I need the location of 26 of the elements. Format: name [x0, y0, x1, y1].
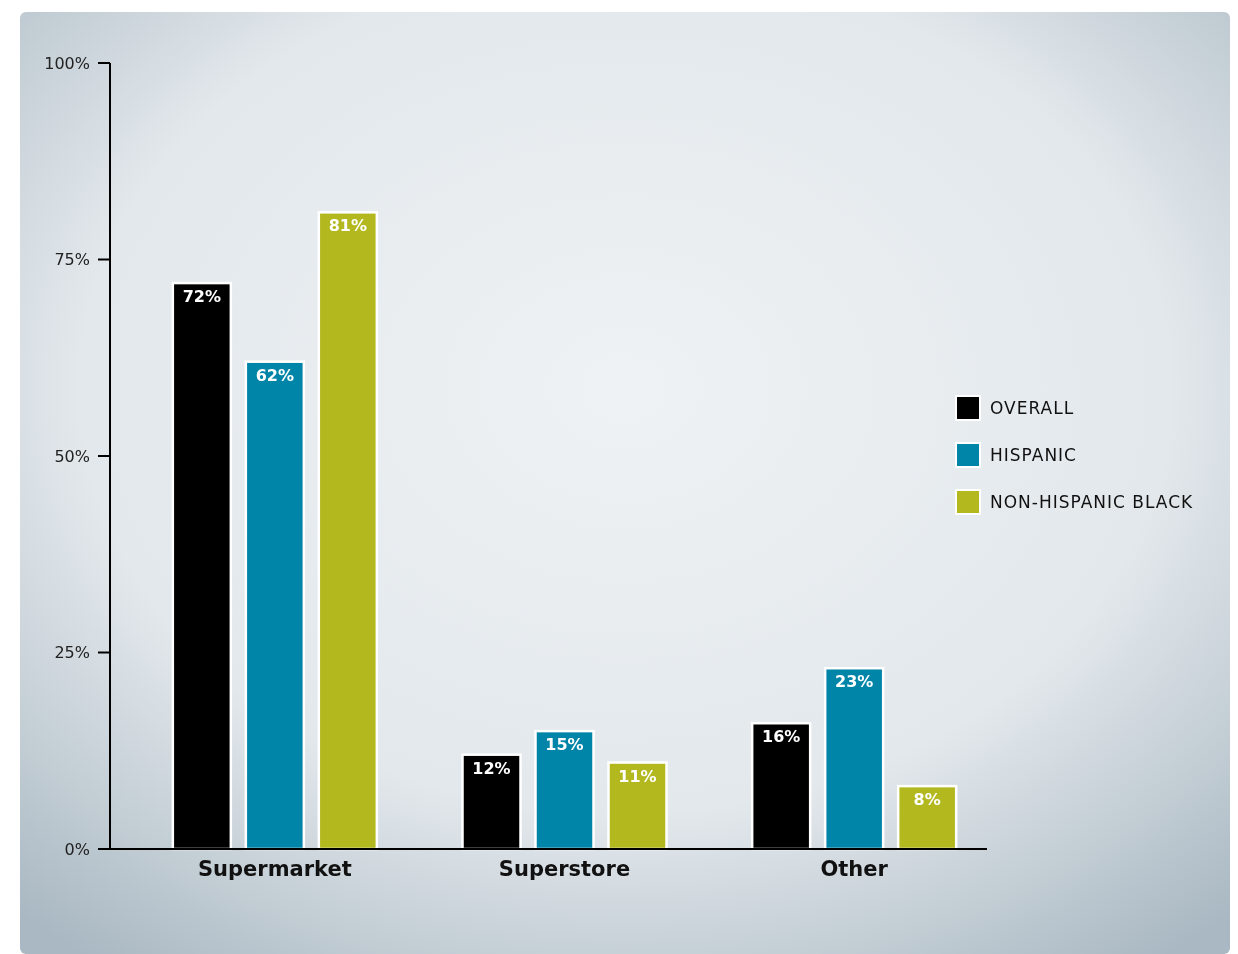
data-label: 12% [472, 758, 511, 778]
bar [896, 784, 958, 851]
data-label: 11% [618, 766, 657, 786]
legend-label: HISPANIC [990, 444, 1077, 465]
data-label: 16% [762, 727, 801, 747]
bar [823, 666, 885, 851]
bar [317, 211, 379, 851]
x-tick-label: Superstore [498, 857, 631, 881]
data-label: 81% [328, 216, 367, 236]
bar [244, 360, 306, 851]
y-tick-label: 50% [54, 446, 90, 466]
legend-label: NON-HISPANIC BLACK [990, 491, 1194, 512]
y-tick-label: 25% [54, 643, 90, 663]
bar [607, 761, 668, 851]
data-label: 62% [255, 365, 294, 385]
y-tick-label: 0% [64, 839, 90, 859]
x-tick-label: Other [820, 857, 889, 881]
legend-label: OVERALL [990, 397, 1075, 418]
x-tick-label: Supermarket [197, 857, 352, 881]
data-label: 15% [545, 735, 584, 755]
bar [534, 729, 595, 851]
data-label: 8% [913, 790, 941, 810]
data-label: 23% [835, 672, 874, 692]
y-tick-label: 75% [54, 250, 90, 270]
y-tick-label: 100% [44, 53, 90, 73]
data-label: 72% [182, 287, 221, 307]
